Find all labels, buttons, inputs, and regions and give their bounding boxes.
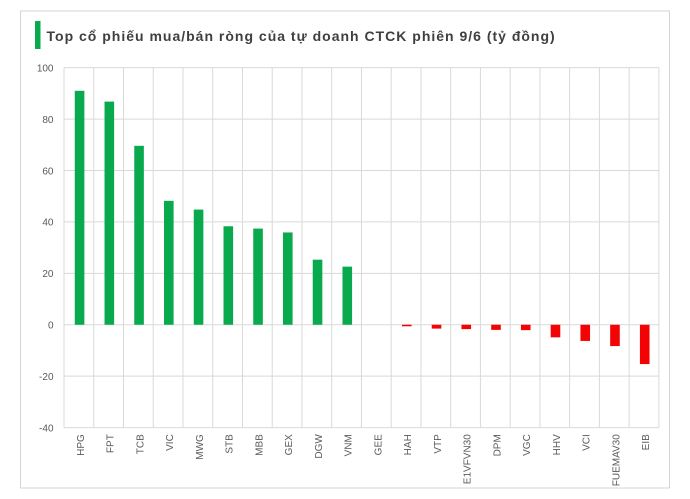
- svg-text:80: 80: [42, 115, 54, 126]
- svg-text:MWG: MWG: [195, 434, 206, 460]
- svg-text:HHV: HHV: [552, 434, 563, 455]
- svg-text:0: 0: [48, 321, 54, 332]
- svg-text:GEX: GEX: [284, 434, 295, 455]
- svg-text:40: 40: [42, 218, 54, 229]
- svg-text:VCI: VCI: [582, 434, 593, 451]
- svg-text:HAH: HAH: [403, 434, 414, 455]
- svg-text:GEE: GEE: [373, 434, 384, 455]
- svg-text:Top cổ phiếu mua/bán ròng của: Top cổ phiếu mua/bán ròng của tự doanh C…: [47, 28, 556, 44]
- svg-text:60: 60: [42, 166, 54, 177]
- svg-text:TCB: TCB: [135, 434, 146, 454]
- svg-text:STB: STB: [225, 434, 236, 454]
- svg-text:MBB: MBB: [254, 434, 265, 456]
- svg-text:DPM: DPM: [492, 434, 503, 456]
- svg-text:HPG: HPG: [76, 434, 87, 456]
- svg-text:FPT: FPT: [106, 434, 117, 453]
- svg-text:VNM: VNM: [344, 434, 355, 456]
- svg-text:100: 100: [37, 63, 54, 74]
- svg-text:VGC: VGC: [522, 434, 533, 456]
- svg-text:VTP: VTP: [433, 434, 444, 454]
- svg-text:E1VFVN30: E1VFVN30: [463, 434, 474, 484]
- svg-text:20: 20: [42, 269, 54, 280]
- svg-text:DGW: DGW: [314, 434, 325, 459]
- svg-text:FUEMAV30: FUEMAV30: [611, 434, 622, 486]
- svg-text:-20: -20: [39, 372, 54, 383]
- svg-text:EIB: EIB: [641, 434, 652, 450]
- svg-text:-40: -40: [39, 423, 54, 434]
- svg-text:VIC: VIC: [165, 434, 176, 451]
